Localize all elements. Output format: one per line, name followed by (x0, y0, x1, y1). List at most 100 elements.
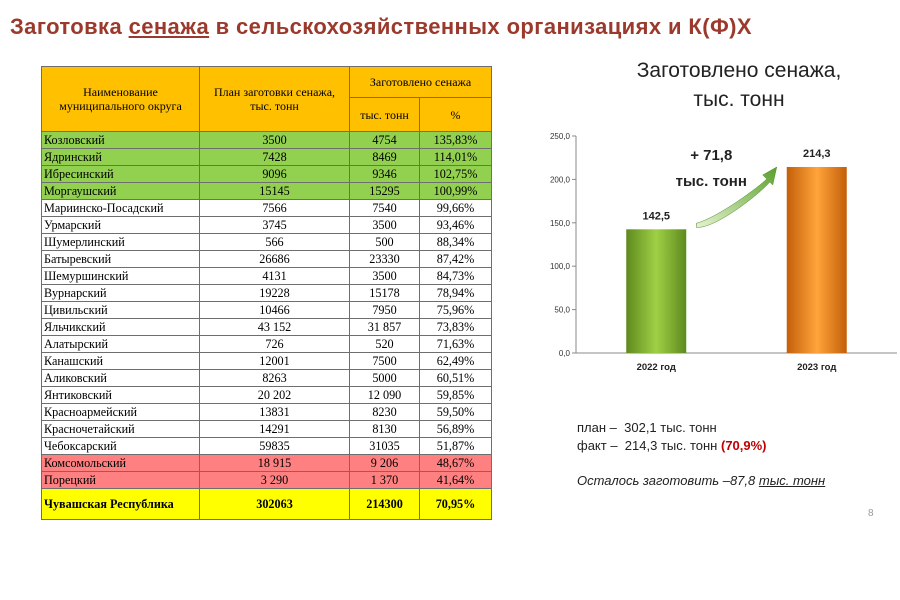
cell-plan: 4131 (199, 267, 350, 285)
cell-pct: 41,64% (418, 471, 493, 489)
table-row: Ибресинский 9096 9346 102,75% (41, 165, 493, 183)
cell-name: Чебоксарский (41, 437, 200, 455)
title-part-1: Заготовка (10, 14, 129, 39)
table-row: Красноармейский 13831 8230 59,50% (41, 403, 493, 421)
cell-pct: 62,49% (418, 352, 493, 370)
cell-pct: 78,94% (418, 284, 493, 302)
cell-plan: 15145 (199, 182, 350, 200)
cell-name: Козловский (41, 131, 200, 149)
cell-fact: 7540 (349, 199, 420, 217)
chart-title-line2: тыс. тонн (693, 88, 785, 111)
note-fact-pct: (70,9%) (720, 438, 767, 453)
cell-fact: 3500 (349, 216, 420, 234)
cell-plan: 12001 (199, 352, 350, 370)
cell-pct: 102,75% (418, 165, 493, 183)
cell-plan: 10466 (199, 301, 350, 319)
cell-pct: 114,01% (418, 148, 493, 166)
cell-name: Шемуршинский (41, 267, 200, 285)
header-plan: План заготовки сенажа, тыс. тонн (199, 66, 350, 132)
note-plan-label: план – (577, 420, 617, 435)
cell-name: Канашский (41, 352, 200, 370)
growth-annotation-unit: тыс. тонн (676, 173, 747, 190)
cell-pct: 135,83% (418, 131, 493, 149)
cell-fact: 23330 (349, 250, 420, 268)
cell-name: Вурнарский (41, 284, 200, 302)
bar (786, 166, 847, 353)
cell-plan: 14291 (199, 420, 350, 438)
table-row: Канашский 12001 7500 62,49% (41, 352, 493, 370)
cell-name: Комсомольский (41, 454, 200, 472)
cell-name: Мариинско-Посадский (41, 199, 200, 217)
total-row: Чувашская Республика 302063 214300 70,95… (41, 488, 493, 520)
y-tick-label: 150,0 (550, 219, 571, 228)
header-tons: тыс. тонн (349, 97, 420, 132)
table-row: Яльчикский 43 152 31 857 73,83% (41, 318, 493, 336)
cell-name: Аликовский (41, 369, 200, 387)
cell-name: Янтиковский (41, 386, 200, 404)
cell-fact: 7500 (349, 352, 420, 370)
cell-fact: 8469 (349, 148, 420, 166)
table-row: Шумерлинский 566 500 88,34% (41, 233, 493, 251)
cell-pct: 60,51% (418, 369, 493, 387)
header-percent: % (418, 97, 493, 132)
cell-plan: 13831 (199, 403, 350, 421)
table-row: Цивильский 10466 7950 75,96% (41, 301, 493, 319)
table-row: Шемуршинский 4131 3500 84,73% (41, 267, 493, 285)
cell-name: Шумерлинский (41, 233, 200, 251)
cell-pct: 73,83% (418, 318, 493, 336)
table-row: Порецкий 3 290 1 370 41,64% (41, 471, 493, 489)
cell-plan: 26686 (199, 250, 350, 268)
cell-pct: 88,34% (418, 233, 493, 251)
total-pct: 70,95% (418, 488, 493, 520)
cell-pct: 84,73% (418, 267, 493, 285)
note-fact-label: факт – (577, 438, 618, 453)
total-name: Чувашская Республика (41, 488, 200, 520)
cell-pct: 56,89% (418, 420, 493, 438)
cell-plan: 7566 (199, 199, 350, 217)
note-remaining: Осталось заготовить –87,8 тыс. тонн (577, 473, 825, 488)
cell-pct: 99,66% (418, 199, 493, 217)
cell-name: Порецкий (41, 471, 200, 489)
cell-fact: 5000 (349, 369, 420, 387)
title-part-2: сенажа (128, 14, 210, 39)
cell-name: Алатырский (41, 335, 200, 353)
cell-pct: 59,85% (418, 386, 493, 404)
cell-pct: 71,63% (418, 335, 493, 353)
y-tick-label: 50,0 (554, 306, 570, 315)
table-row: Вурнарский 19228 15178 78,94% (41, 284, 493, 302)
cell-fact: 500 (349, 233, 420, 251)
y-tick-label: 250,0 (550, 132, 571, 141)
cell-plan: 43 152 (199, 318, 350, 336)
cell-plan: 18 915 (199, 454, 350, 472)
header-harvested: Заготовлено сенажа (348, 65, 493, 99)
cell-fact: 9346 (349, 165, 420, 183)
cell-name: Цивильский (41, 301, 200, 319)
cell-name: Ядринский (41, 148, 200, 166)
cell-name: Красноармейский (41, 403, 200, 421)
bar-value-label: 142,5 (642, 210, 670, 222)
cell-plan: 3745 (199, 216, 350, 234)
table-row: Комсомольский 18 915 9 206 48,67% (41, 454, 493, 472)
header-name: Наименование муниципального округа (41, 66, 200, 132)
cell-plan: 9096 (199, 165, 350, 183)
cell-name: Моргаушский (41, 182, 200, 200)
cell-pct: 59,50% (418, 403, 493, 421)
table-row: Козловский 3500 4754 135,83% (41, 131, 493, 149)
cell-plan: 566 (199, 233, 350, 251)
total-plan: 302063 (199, 488, 350, 520)
table-row: Красночетайский 14291 8130 56,89% (41, 420, 493, 438)
chart-title-line1: Заготовлено сенажа, (636, 59, 842, 82)
cell-pct: 100,99% (418, 182, 493, 200)
cell-plan: 20 202 (199, 386, 350, 404)
slide-title: Заготовка сенажа в сельскохозяйственных … (10, 14, 895, 40)
cell-fact: 8230 (349, 403, 420, 421)
growth-arrow-icon (696, 166, 778, 228)
note-remaining-text: Осталось заготовить –87,8 (577, 473, 756, 488)
y-tick-label: 200,0 (550, 175, 571, 184)
cell-fact: 7950 (349, 301, 420, 319)
note-plan-value: 302,1 тыс. тонн (624, 420, 717, 435)
cell-pct: 51,87% (418, 437, 493, 455)
table-row: Ядринский 7428 8469 114,01% (41, 148, 493, 166)
y-tick-label: 0,0 (559, 349, 571, 358)
cell-fact: 520 (349, 335, 420, 353)
